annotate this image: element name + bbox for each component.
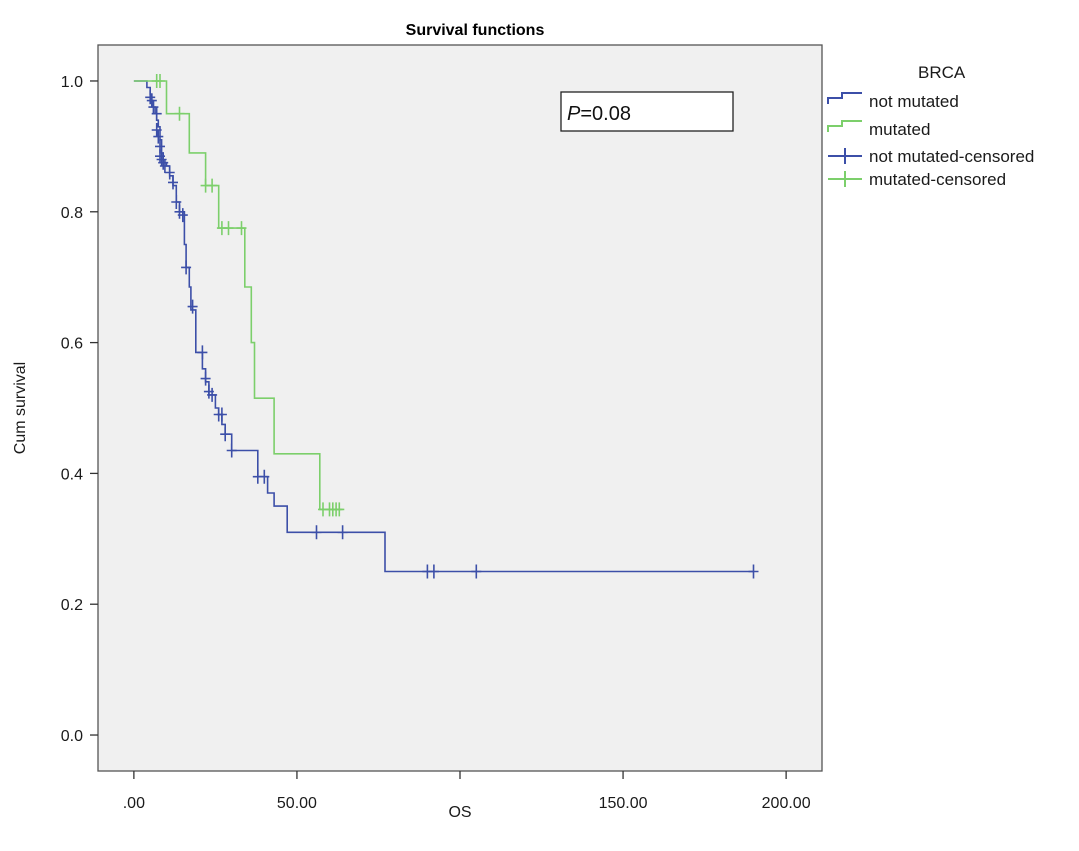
censor-mark-not-mutated-16: [181, 260, 192, 275]
censor-mark-mutated-12: [334, 502, 345, 517]
censor-mark-not-mutated-9: [158, 155, 169, 170]
p-value-box: [560, 91, 734, 132]
censor-mark-not-mutated-19: [200, 371, 211, 386]
censor-mark-not-mutated-12: [168, 175, 178, 190]
p-value-text: P=0.08: [567, 103, 631, 125]
x-tick-label-3: 150.00: [599, 795, 648, 812]
legend-item-not-mutated: not mutated: [827, 92, 959, 111]
censor-mark-not-mutated-25: [226, 443, 237, 458]
censor-mark-not-mutated-33: [748, 564, 759, 579]
legend-item-mutated: mutated: [827, 120, 930, 139]
series-layer: [133, 74, 759, 579]
legend-label-mutated-censored: mutated-censored: [869, 170, 1006, 189]
censor-mark-mutated-4: [207, 178, 218, 193]
censor-mark-mutated-1: [155, 74, 165, 88]
legend-symbol-not-mutated: [827, 92, 862, 104]
y-tick-label-5: 1.0: [61, 74, 83, 91]
censor-mark-not-mutated-15: [177, 208, 188, 223]
legend-symbol-mutated: [827, 120, 862, 132]
censor-mark-not-mutated-27: [259, 469, 270, 484]
legend-title: BRCA: [918, 63, 966, 82]
y-tick-label-0: 0.0: [61, 728, 83, 745]
chart-title: Survival functions: [406, 22, 545, 39]
legend: BRCA not mutated mutated not mutated-cen…: [827, 63, 1034, 189]
x-tick-label-1: 50.00: [277, 795, 317, 812]
legend-item-not-mutated-censored: not mutated-censored: [828, 147, 1034, 166]
x-tick-label-4: 200.00: [762, 795, 811, 812]
p-value-number: =0.08: [580, 103, 631, 125]
plot-area: [97, 44, 823, 772]
y-tick-label-4: 0.8: [61, 205, 83, 222]
p-value-annotation: P=0.08: [560, 91, 734, 132]
censor-mark-mutated-6: [223, 221, 234, 236]
axis-ticks: .00 50.00 150.00 200.00 0.0 0.2 0.4 0.6 0.8 1.0: [61, 74, 811, 812]
censor-mark-not-mutated-24: [220, 427, 231, 442]
censor-mark-not-mutated-0: [145, 90, 156, 105]
censor-mark-not-mutated-11: [164, 165, 175, 180]
series-line-mutated: [133, 80, 343, 511]
censor-mark-not-mutated-29: [337, 525, 348, 540]
legend-label-not-mutated-censored: not mutated-censored: [869, 147, 1034, 166]
p-value-symbol: P: [567, 103, 581, 125]
censor-mark-not-mutated-32: [471, 564, 482, 579]
censor-mark-not-mutated-1: [146, 93, 157, 108]
censor-mark-not-mutated-3: [151, 106, 162, 121]
censor-mark-not-mutated-10: [159, 159, 170, 173]
y-tick-label-3: 0.6: [61, 336, 83, 353]
censor-mark-not-mutated-28: [311, 525, 322, 540]
censor-mark-mutated-7: [236, 221, 247, 236]
censor-mark-mutated-2: [174, 106, 185, 121]
censor-mark-not-mutated-31: [428, 564, 439, 579]
y-axis-label: Cum survival: [12, 362, 29, 454]
censor-mark-not-mutated-17: [187, 299, 198, 314]
censor-mark-not-mutated-5: [153, 129, 164, 144]
x-axis-label: OS: [448, 804, 471, 821]
x-tick-label-0: .00: [123, 795, 145, 812]
censor-mark-not-mutated-23: [216, 407, 227, 422]
legend-symbol-not-mutated-censored: [828, 148, 862, 164]
legend-label-not-mutated: not mutated: [869, 92, 959, 111]
censor-mark-not-mutated-21: [207, 387, 218, 402]
censor-mark-not-mutated-13: [171, 195, 182, 209]
y-tick-label-1: 0.2: [61, 597, 83, 614]
censor-mark-not-mutated-4: [151, 123, 162, 137]
legend-label-mutated: mutated: [869, 120, 930, 139]
legend-symbol-mutated-censored: [828, 171, 862, 187]
legend-item-mutated-censored: mutated-censored: [828, 170, 1006, 189]
y-tick-label-2: 0.4: [61, 466, 83, 483]
censor-mark-not-mutated-18: [197, 345, 208, 360]
